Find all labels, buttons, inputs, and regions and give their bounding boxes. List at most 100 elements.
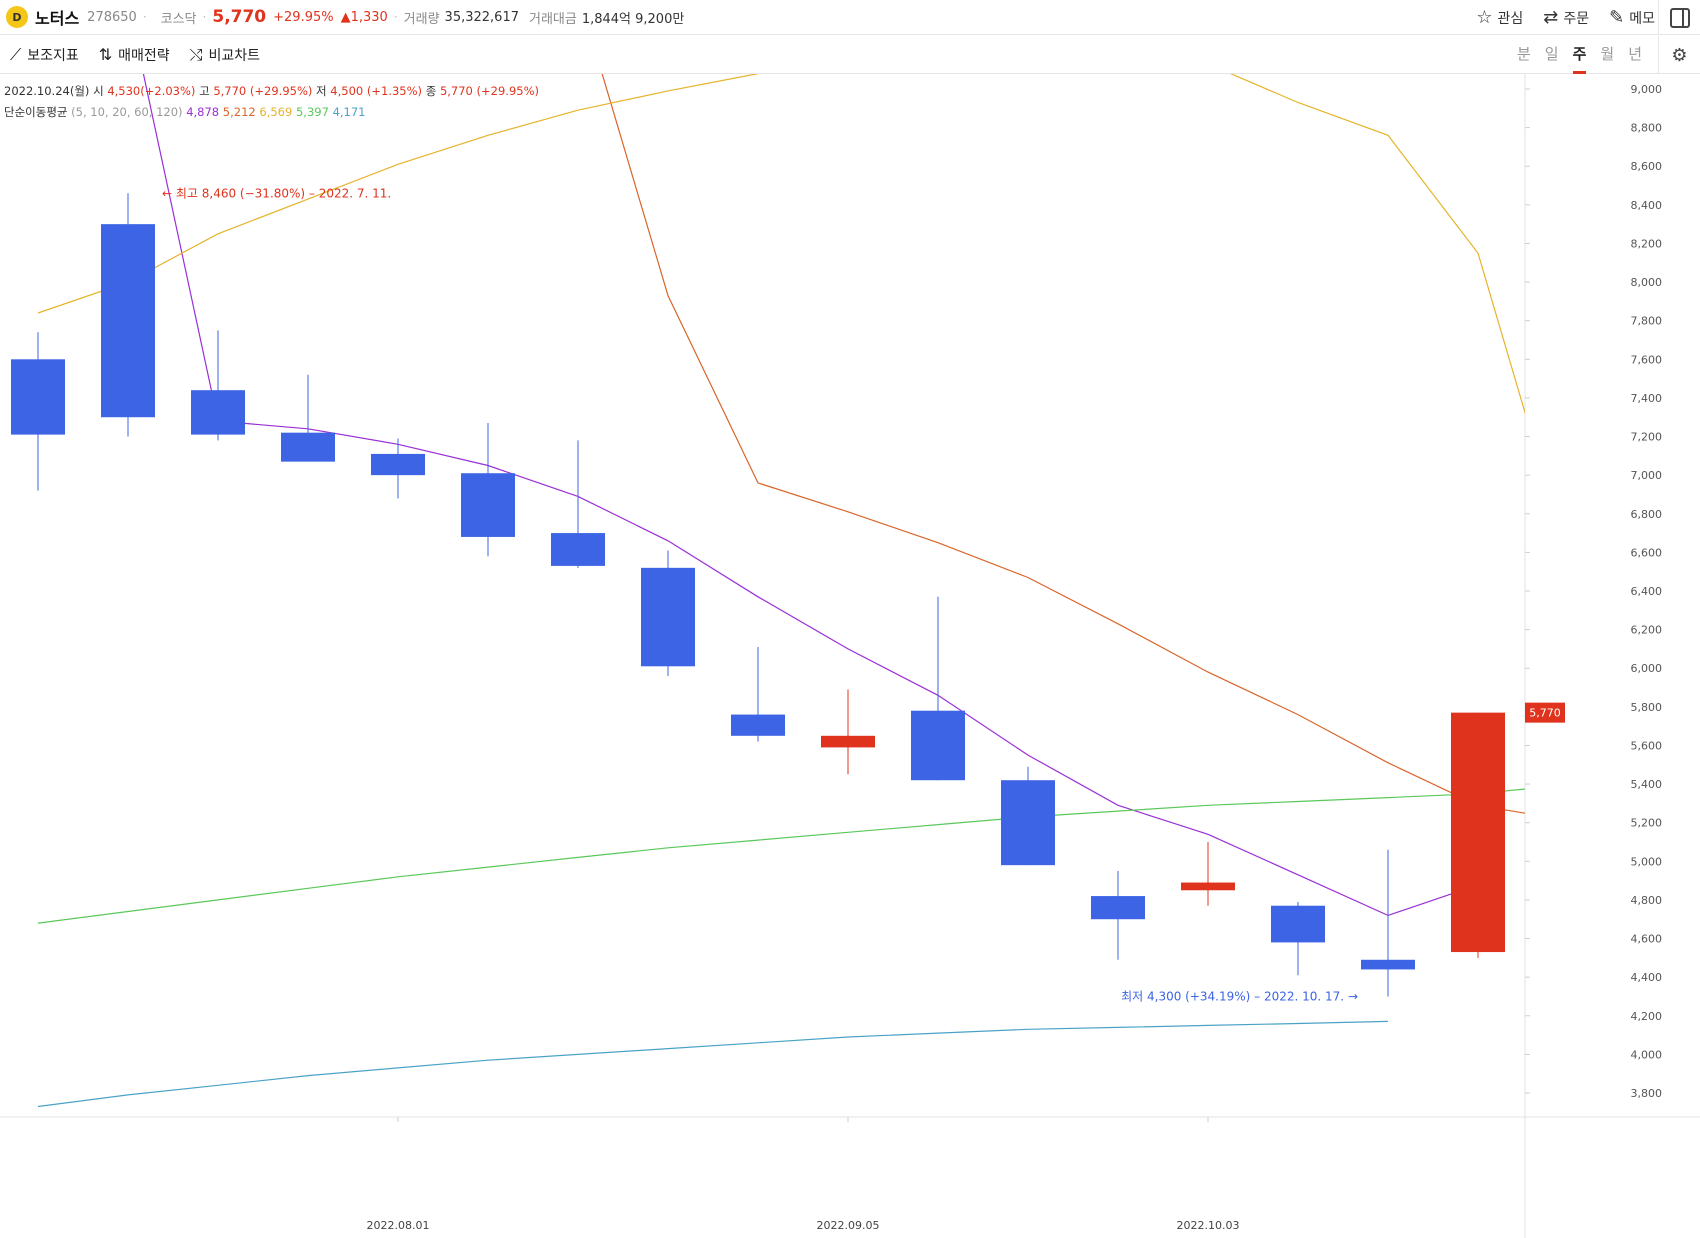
- low-rate: (+1.35%): [366, 84, 423, 98]
- volume-label: 거래량: [403, 11, 440, 27]
- ma20-line: [37, 74, 1525, 415]
- candle-body: [551, 533, 605, 566]
- star-icon: ☆: [1476, 7, 1493, 28]
- side-panel-toggle-button[interactable]: [1658, 0, 1700, 35]
- candle-body: [731, 714, 785, 736]
- ma60-line: [37, 788, 1525, 924]
- compare-label: 비교차트: [208, 47, 261, 64]
- volume-value: 35,322,617: [444, 9, 519, 25]
- tab-minute[interactable]: 분: [1516, 45, 1531, 63]
- edit-note-icon: ✎: [1609, 7, 1625, 28]
- separator: ·: [393, 10, 398, 24]
- current-price-label: 5,770: [1529, 707, 1561, 720]
- ma10-line: [601, 74, 1525, 814]
- tab-year[interactable]: 년: [1628, 45, 1642, 63]
- memo-label: 메모: [1629, 10, 1655, 27]
- open-label: 시: [93, 84, 104, 98]
- y-tick-label: 9,000: [1631, 83, 1663, 96]
- watch-label: 관심: [1497, 10, 1524, 27]
- y-tick-label: 3,800: [1631, 1087, 1663, 1100]
- stock-code: 278650: [87, 9, 137, 25]
- y-tick-label: 4,200: [1631, 1010, 1663, 1023]
- watch-button[interactable]: ☆ 관심: [1476, 7, 1523, 28]
- candle-body: [1361, 959, 1415, 970]
- settings-button[interactable]: ⚙: [1658, 36, 1700, 74]
- order-button[interactable]: ⇄ 주문: [1543, 7, 1589, 28]
- ohlc-info: 2022.10.24(월) 시 4,530(+2.03%) 고 5,770 (+…: [4, 83, 539, 99]
- stock-name: 노터스: [35, 9, 80, 28]
- candle-body: [191, 390, 245, 435]
- sort-arrows-icon: ⇅: [98, 45, 113, 64]
- chart-frame: [0, 74, 1700, 1238]
- candle-body: [101, 224, 155, 418]
- open-rate: (+2.03%): [140, 84, 196, 98]
- change-amount-value: 1,330: [350, 9, 388, 25]
- tab-day[interactable]: 일: [1544, 45, 1559, 63]
- candle-body: [1271, 905, 1325, 943]
- low-label: 저: [316, 84, 327, 98]
- y-tick-label: 5,800: [1631, 701, 1663, 714]
- y-tick-label: 5,400: [1631, 778, 1663, 791]
- order-label: 주문: [1563, 10, 1590, 27]
- change-amount: ▲1,330: [341, 10, 388, 25]
- candle-body: [461, 473, 515, 537]
- separator: ·: [202, 10, 207, 24]
- x-tick-label: 2022.08.01: [367, 1219, 430, 1232]
- y-tick-label: 4,400: [1631, 971, 1663, 984]
- tab-week[interactable]: 주: [1572, 36, 1586, 74]
- y-tick-label: 6,400: [1631, 585, 1663, 598]
- candle-body: [1181, 882, 1235, 891]
- y-tick-label: 8,000: [1631, 276, 1663, 289]
- y-tick-label: 8,600: [1631, 160, 1663, 173]
- x-tick-label: 2022.09.05: [817, 1219, 880, 1232]
- y-tick-label: 6,000: [1631, 662, 1663, 675]
- strategy-label: 매매전략: [118, 47, 170, 64]
- stock-header: D 노터스 278650 · 코스닥 · 5,770 +29.95% ▲1,33…: [0, 0, 1700, 35]
- tab-month[interactable]: 월: [1600, 45, 1615, 63]
- open-value: 4,530: [107, 84, 141, 98]
- y-tick-label: 6,200: [1631, 624, 1663, 637]
- x-tick-label: 2022.10.03: [1177, 1219, 1240, 1232]
- candle-body: [911, 710, 965, 781]
- stock-logo-icon: D: [6, 6, 28, 28]
- candle-body: [821, 735, 875, 748]
- y-tick-label: 4,000: [1631, 1048, 1663, 1061]
- indicator-button[interactable]: ⟋ 보조지표: [10, 45, 79, 65]
- indicator-label: 보조지표: [27, 47, 79, 64]
- low-annotation: 최저 4,300 (+34.19%) – 2022. 10. 17. →: [1121, 989, 1358, 1003]
- current-price: 5,770: [212, 7, 267, 27]
- candle-body: [1091, 896, 1145, 920]
- ma60-value: 5,397: [295, 105, 329, 119]
- high-value: 5,770: [213, 84, 247, 98]
- high-label: 고: [199, 84, 210, 98]
- y-tick-label: 7,600: [1631, 353, 1663, 366]
- y-tick-label: 7,000: [1631, 469, 1663, 482]
- close-value: 5,770: [439, 84, 473, 98]
- y-tick-label: 8,400: [1631, 199, 1663, 212]
- y-tick-label: 8,800: [1631, 122, 1663, 135]
- axes: 3,800 4,000 4,200 4,400 4,600 4,800 5,000 5,200…: [367, 83, 1662, 1232]
- y-tick-label: 7,200: [1631, 431, 1663, 444]
- y-tick-label: 7,800: [1631, 315, 1663, 328]
- compare-button[interactable]: ⤭ 비교차트: [190, 45, 260, 65]
- close-rate: (+29.95%): [476, 84, 539, 98]
- up-arrow-icon: ▲: [340, 9, 351, 25]
- strategy-button[interactable]: ⇅ 매매전략: [99, 45, 170, 65]
- y-tick-label: 5,000: [1631, 855, 1663, 868]
- ma20-value: 6,569: [259, 105, 293, 119]
- chart-toolbar: ⟋ 보조지표 ⇅ 매매전략 ⤭ 비교차트: [0, 36, 1700, 74]
- y-tick-label: 6,800: [1631, 508, 1663, 521]
- ma-legend-periods: (5, 10, 20, 60, 120): [71, 105, 183, 119]
- amount-label: 거래대금: [528, 11, 577, 27]
- candle-body: [1451, 712, 1505, 953]
- high-annotation: ← 최고 8,460 (−31.80%) – 2022. 7. 11.: [162, 186, 391, 200]
- y-tick-label: 4,800: [1631, 894, 1663, 907]
- y-tick-label: 4,600: [1631, 933, 1663, 946]
- memo-button[interactable]: ✎ 메모: [1609, 7, 1655, 28]
- ma10-value: 5,212: [222, 105, 256, 119]
- header-actions: ☆ 관심 ⇄ 주문 ✎ 메모: [1476, 0, 1655, 35]
- low-value: 4,500: [330, 84, 364, 98]
- candle-body: [281, 432, 335, 462]
- candle-body: [371, 453, 425, 476]
